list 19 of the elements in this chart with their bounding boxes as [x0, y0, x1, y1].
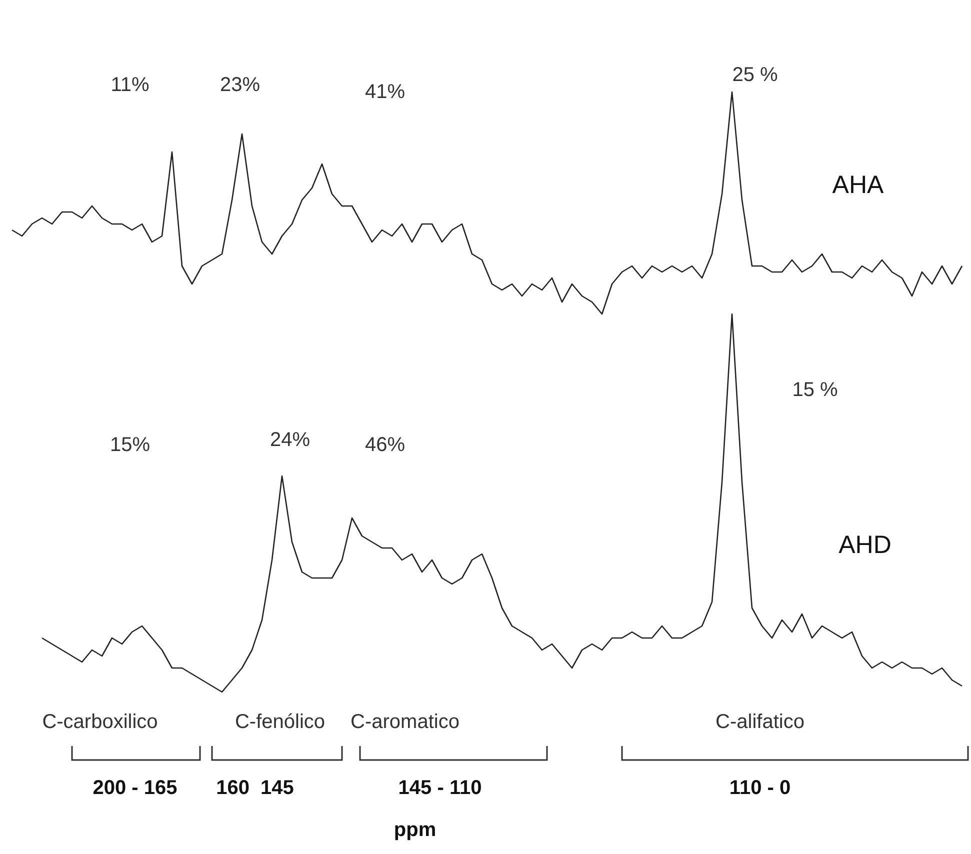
text: C-aromatico	[350, 711, 460, 733]
text: 110 - 0	[729, 777, 791, 799]
annotation: 23%	[220, 74, 260, 96]
text: AHD	[838, 531, 892, 559]
text: ppm	[394, 819, 436, 841]
annotation: 24%	[270, 429, 310, 451]
annotation: 11%	[110, 74, 150, 96]
text: C-fenólico	[234, 711, 326, 733]
text: 200 - 165	[92, 777, 178, 799]
text: 25 %	[732, 64, 778, 86]
annotation: 46%	[364, 434, 406, 456]
text: 160 145	[216, 777, 294, 799]
text: 145 - 110	[398, 777, 482, 799]
text: C-carboxilico	[42, 711, 158, 733]
annotation: 15%	[110, 434, 150, 456]
text: C-alifatico	[716, 711, 804, 733]
text: AHA	[832, 171, 884, 199]
annotation: 15 %	[792, 379, 838, 401]
annotation: 41%	[364, 81, 406, 103]
